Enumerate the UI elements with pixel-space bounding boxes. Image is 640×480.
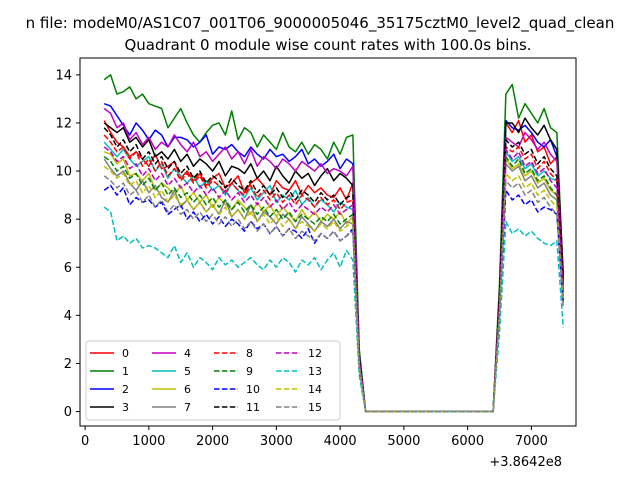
y-tick-label: 2 bbox=[64, 357, 72, 372]
legend-label-0: 0 bbox=[122, 347, 129, 360]
legend-label-6: 6 bbox=[184, 383, 191, 396]
legend-label-7: 7 bbox=[184, 401, 191, 414]
series-line-11 bbox=[103, 127, 564, 413]
series-line-12 bbox=[103, 146, 564, 413]
legend-label-12: 12 bbox=[308, 347, 322, 360]
legend-label-15: 15 bbox=[308, 401, 322, 414]
legend-label-5: 5 bbox=[184, 365, 191, 378]
series-line-3 bbox=[103, 117, 564, 413]
series-line-10 bbox=[103, 184, 564, 413]
axes-title: Quadrant 0 module wise count rates with … bbox=[124, 36, 531, 54]
legend-label-13: 13 bbox=[308, 365, 322, 378]
series-line-14 bbox=[103, 165, 564, 413]
figure-suptitle: n file: modeM0/AS1C07_001T06_9000005046_… bbox=[26, 14, 615, 33]
x-tick-label: 4000 bbox=[324, 434, 357, 449]
x-tick-label: 6000 bbox=[451, 434, 484, 449]
y-tick-label: 12 bbox=[55, 116, 72, 131]
x-tick-label: 2000 bbox=[196, 434, 229, 449]
x-tick-label: 3000 bbox=[260, 434, 293, 449]
legend-label-1: 1 bbox=[122, 365, 129, 378]
axes-frame bbox=[79, 57, 577, 427]
series-line-15 bbox=[103, 175, 564, 413]
y-tick-label: 0 bbox=[64, 405, 72, 420]
series-line-2 bbox=[103, 102, 564, 413]
x-tick-label: 1000 bbox=[132, 434, 165, 449]
y-tick-label: 8 bbox=[64, 213, 72, 228]
legend-label-3: 3 bbox=[122, 401, 129, 414]
y-tick-label: 6 bbox=[64, 261, 72, 276]
x-tick-label: 0 bbox=[81, 434, 89, 449]
legend-box bbox=[85, 340, 341, 421]
series-line-13 bbox=[103, 206, 564, 413]
legend-label-4: 4 bbox=[184, 347, 191, 360]
legend-label-10: 10 bbox=[246, 383, 260, 396]
x-tick-label: 5000 bbox=[387, 434, 420, 449]
legend-label-14: 14 bbox=[308, 383, 322, 396]
legend-label-2: 2 bbox=[122, 383, 129, 396]
x-offset-label: +3.8642e8 bbox=[489, 455, 562, 470]
plot-area bbox=[103, 74, 564, 413]
y-tick-label: 4 bbox=[64, 309, 72, 324]
y-tick-label: 14 bbox=[55, 68, 72, 83]
legend-label-9: 9 bbox=[246, 365, 253, 378]
legend-label-11: 11 bbox=[246, 401, 260, 414]
series-line-4 bbox=[103, 107, 564, 413]
x-tick-label: 7000 bbox=[515, 434, 548, 449]
series-line-1 bbox=[103, 74, 564, 413]
y-tick-label: 10 bbox=[55, 165, 72, 180]
legend-label-8: 8 bbox=[246, 347, 253, 360]
